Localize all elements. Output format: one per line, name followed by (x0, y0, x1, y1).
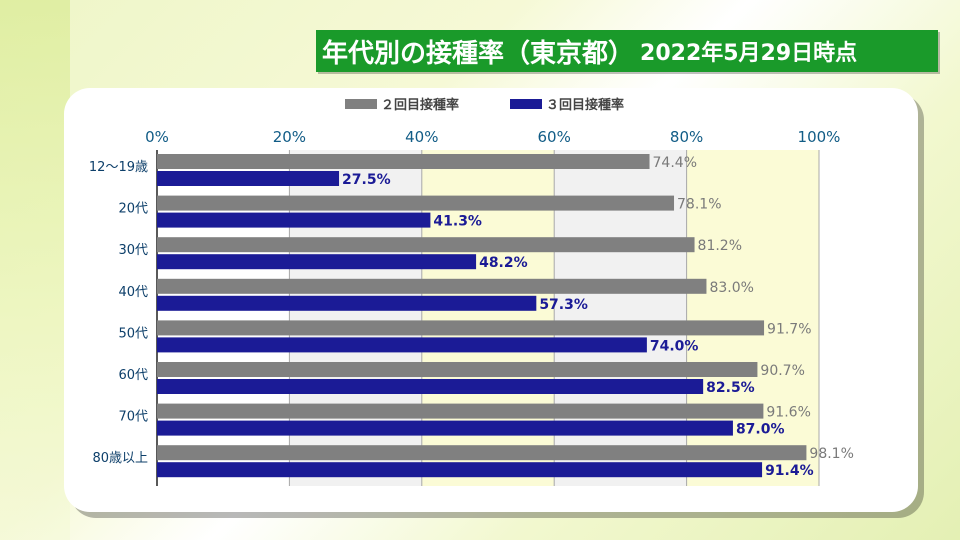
data-label: 90.7% (760, 363, 804, 379)
data-label: 74.0% (650, 338, 699, 354)
category-label: 30代 (118, 243, 148, 258)
data-label: 91.4% (765, 463, 814, 479)
x-tick-label: 100% (798, 128, 841, 146)
data-label: 83.0% (709, 280, 753, 296)
data-label: 74.4% (653, 155, 697, 171)
category-label: 60代 (118, 368, 148, 383)
bar-dose3 (157, 420, 733, 436)
data-label: 98.1% (809, 446, 853, 462)
chart-title: 年代別の接種率（東京都） (322, 38, 635, 69)
bar-dose2 (157, 195, 675, 211)
bar-dose3 (157, 295, 537, 311)
data-label: 91.7% (767, 321, 811, 337)
x-tick-label: 60% (538, 128, 571, 146)
data-label: 27.5% (342, 172, 391, 188)
data-label: 91.6% (766, 405, 810, 421)
bar-dose3 (157, 171, 340, 186)
background-decoration (0, 0, 70, 540)
legend-swatch (510, 99, 542, 109)
bar-dose2 (157, 445, 807, 461)
bar-dose2 (157, 278, 707, 294)
data-label: 87.0% (736, 422, 785, 438)
legend-label: ２回目接種率 (381, 97, 459, 113)
bar-dose3 (157, 337, 647, 353)
bar-dose3 (157, 254, 477, 270)
data-label: 48.2% (479, 255, 528, 271)
data-label: 41.3% (433, 214, 482, 230)
x-tick-label: 80% (670, 128, 703, 146)
data-label: 82.5% (706, 380, 755, 396)
bar-dose2 (157, 320, 765, 336)
category-label: 70代 (118, 410, 148, 425)
data-label: 78.1% (677, 197, 721, 213)
legend-label: ３回目接種率 (546, 97, 624, 113)
x-tick-label: 20% (273, 128, 306, 146)
legend-swatch (345, 99, 377, 109)
data-label: 57.3% (539, 297, 588, 313)
bar-dose2 (157, 237, 695, 253)
title-banner: 年代別の接種率（東京都） 2022年5月29日時点 (316, 30, 938, 72)
category-label: 80歳以上 (92, 451, 148, 466)
category-label: 12～19歳 (89, 160, 148, 175)
category-label: 20代 (118, 202, 148, 217)
bar-dose2 (157, 403, 764, 419)
category-label: 50代 (118, 326, 148, 341)
bar-dose2 (157, 362, 758, 377)
category-label: 40代 (118, 285, 148, 300)
x-tick-label: 0% (145, 128, 169, 146)
x-tick-label: 40% (405, 128, 438, 146)
data-label: 81.2% (698, 238, 742, 254)
bar-dose3 (157, 462, 763, 478)
bar-dose3 (157, 379, 704, 394)
chart-date: 2022年5月29日時点 (640, 41, 858, 66)
bar-dose3 (157, 212, 431, 228)
bar-dose2 (157, 154, 650, 169)
